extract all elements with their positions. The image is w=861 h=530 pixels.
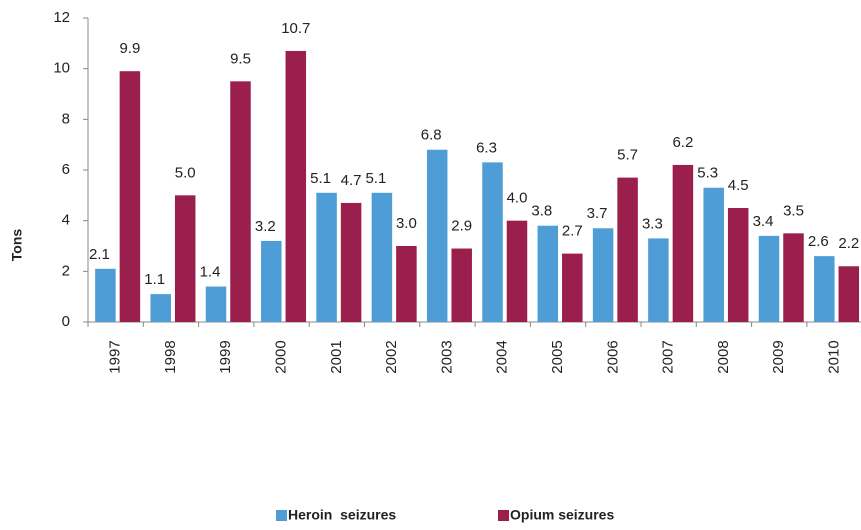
value-label: 1.1 bbox=[144, 271, 165, 288]
bar bbox=[205, 286, 227, 322]
legend-label: Opium seizures bbox=[510, 507, 614, 523]
value-label: 2.9 bbox=[451, 218, 472, 235]
x-tick-label: 2010 bbox=[826, 340, 843, 373]
bar bbox=[261, 240, 282, 322]
bar bbox=[426, 149, 448, 322]
bar bbox=[119, 71, 141, 322]
value-label: 5.1 bbox=[310, 170, 331, 187]
x-tick-label: 1999 bbox=[217, 340, 234, 373]
y-tick-label: 12 bbox=[53, 9, 70, 26]
value-label: 9.9 bbox=[119, 40, 140, 57]
value-label: 4.0 bbox=[507, 190, 528, 207]
x-tick-label: 2004 bbox=[494, 340, 511, 373]
y-tick-label: 4 bbox=[62, 212, 70, 229]
bar bbox=[174, 195, 196, 322]
x-tick-label: 2001 bbox=[328, 340, 345, 373]
value-label: 5.7 bbox=[617, 147, 638, 164]
value-label: 4.7 bbox=[341, 172, 362, 189]
value-label: 5.0 bbox=[175, 164, 196, 181]
value-label: 1.4 bbox=[200, 264, 221, 281]
value-label: 3.0 bbox=[396, 215, 417, 232]
bar bbox=[672, 164, 694, 322]
value-label: 5.1 bbox=[365, 170, 386, 187]
value-label: 6.2 bbox=[672, 134, 693, 151]
bar bbox=[592, 228, 614, 322]
bar bbox=[703, 187, 724, 322]
bar bbox=[396, 246, 417, 322]
legend-swatch bbox=[276, 510, 287, 521]
y-tick-label: 2 bbox=[62, 262, 70, 279]
bar bbox=[150, 294, 171, 322]
x-tick-label: 2000 bbox=[273, 340, 290, 373]
value-label: 9.5 bbox=[230, 50, 251, 67]
x-tick-label: 2006 bbox=[604, 340, 621, 373]
value-label: 2.2 bbox=[838, 235, 859, 252]
bar bbox=[340, 202, 362, 322]
bar bbox=[562, 253, 583, 322]
x-tick-label: 2009 bbox=[770, 340, 787, 373]
bar bbox=[482, 162, 503, 322]
value-label: 3.5 bbox=[783, 202, 804, 219]
x-tick-label: 1998 bbox=[162, 340, 179, 373]
x-tick-label: 2002 bbox=[383, 340, 400, 373]
value-label: 3.3 bbox=[642, 215, 663, 232]
bar bbox=[648, 238, 669, 322]
y-tick-label: 6 bbox=[62, 161, 70, 178]
y-axis-label: Tons bbox=[9, 229, 25, 262]
bar bbox=[783, 233, 804, 322]
value-label: 4.5 bbox=[728, 177, 749, 194]
value-label: 3.8 bbox=[531, 203, 552, 220]
value-label: 6.8 bbox=[421, 127, 442, 144]
bar bbox=[95, 268, 116, 322]
y-tick-label: 0 bbox=[62, 313, 70, 330]
bar bbox=[316, 192, 337, 322]
value-label: 2.6 bbox=[808, 233, 829, 250]
bar bbox=[727, 208, 749, 322]
value-label: 10.7 bbox=[281, 20, 310, 37]
x-tick-label: 2007 bbox=[660, 340, 677, 373]
value-label: 5.3 bbox=[697, 165, 718, 182]
bar bbox=[506, 220, 528, 322]
bar bbox=[758, 235, 780, 322]
value-label: 3.2 bbox=[255, 218, 276, 235]
value-label: 2.1 bbox=[89, 246, 110, 263]
value-label: 6.3 bbox=[476, 139, 497, 156]
bar bbox=[537, 225, 559, 322]
legend-swatch bbox=[498, 510, 509, 521]
bar bbox=[814, 256, 835, 322]
bar bbox=[285, 50, 307, 322]
bar bbox=[371, 192, 393, 322]
value-label: 3.7 bbox=[587, 205, 608, 222]
y-tick-label: 10 bbox=[53, 60, 70, 77]
x-tick-label: 2005 bbox=[549, 340, 566, 373]
value-label: 3.4 bbox=[753, 213, 774, 230]
bar bbox=[617, 177, 638, 322]
bar bbox=[451, 248, 472, 322]
y-tick-label: 8 bbox=[62, 110, 70, 127]
legend-label: Heroin seizures bbox=[288, 507, 396, 523]
bar bbox=[838, 266, 860, 322]
bar bbox=[230, 81, 251, 322]
x-tick-label: 2003 bbox=[438, 340, 455, 373]
x-tick-label: 2008 bbox=[715, 340, 732, 373]
value-label: 2.7 bbox=[562, 223, 583, 240]
x-tick-label: 1997 bbox=[107, 340, 124, 373]
